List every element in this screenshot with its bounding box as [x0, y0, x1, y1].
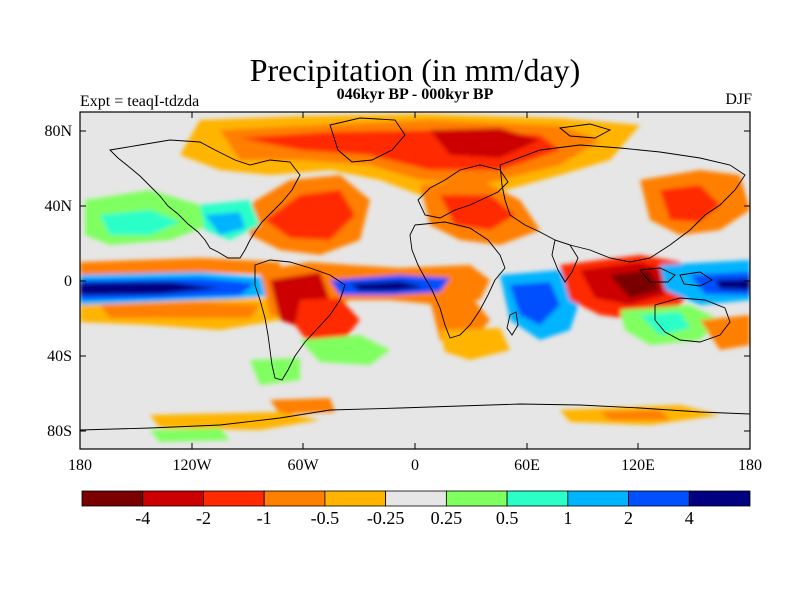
map-field: [80, 112, 750, 449]
colorbar-tick-label: -0.5: [310, 508, 340, 528]
lon-label-180w: 180: [68, 457, 92, 474]
colorbar-tick-label: -0.25: [366, 508, 405, 528]
lat-label-80s: 80S: [47, 423, 72, 440]
season-label: DJF: [725, 91, 752, 108]
colorbar-tick-label: -2: [195, 508, 211, 528]
colorbar-swatch: [445, 490, 508, 507]
colorbar: [81, 490, 751, 507]
colorbar-swatch: [385, 490, 447, 507]
colorbar-tick-label: 0.5: [495, 508, 519, 528]
colorbar-swatch: [567, 490, 629, 507]
colorbar-tick-label: 1: [563, 508, 573, 528]
colorbar-swatch: [324, 490, 387, 507]
lat-label-80n: 80N: [44, 123, 72, 140]
lon-label-120e: 120E: [621, 457, 655, 474]
lat-label-40s: 40S: [47, 348, 72, 365]
colorbar-tick-label: 2: [624, 508, 634, 528]
colorbar-tick-label: -4: [135, 508, 151, 528]
lat-ticks: [80, 130, 750, 432]
lon-label-60w: 60W: [287, 457, 319, 474]
experiment-label: Expt = teaqI-tdzda: [80, 93, 200, 110]
lon-label-60e: 60E: [514, 457, 540, 474]
anomaly-field: [80, 114, 750, 442]
colorbar-swatch: [506, 490, 569, 507]
lat-label-40n: 40N: [44, 198, 72, 215]
lon-label-0: 0: [411, 457, 419, 474]
colorbar-swatch: [688, 490, 751, 507]
colorbar-swatch: [263, 490, 326, 507]
map-subtitle: 046kyr BP - 000kyr BP: [336, 86, 494, 103]
colorbar-swatch: [81, 490, 144, 507]
map-title: Precipitation (in mm/day): [249, 52, 581, 88]
colorbar-tick-label: 4: [684, 508, 694, 528]
colorbar-swatch: [203, 490, 265, 507]
coastlines: [80, 117, 750, 431]
colorbar-swatch: [628, 490, 690, 507]
colorbar-tick-label: -1: [256, 508, 272, 528]
colorbar-tick-label: 0.25: [430, 508, 463, 528]
lon-ticks: [79, 112, 639, 449]
colorbar-swatch: [142, 490, 204, 507]
lon-label-180e: 180: [738, 457, 762, 474]
lon-label-120w: 120W: [172, 457, 212, 474]
lat-label-0: 0: [64, 273, 72, 290]
